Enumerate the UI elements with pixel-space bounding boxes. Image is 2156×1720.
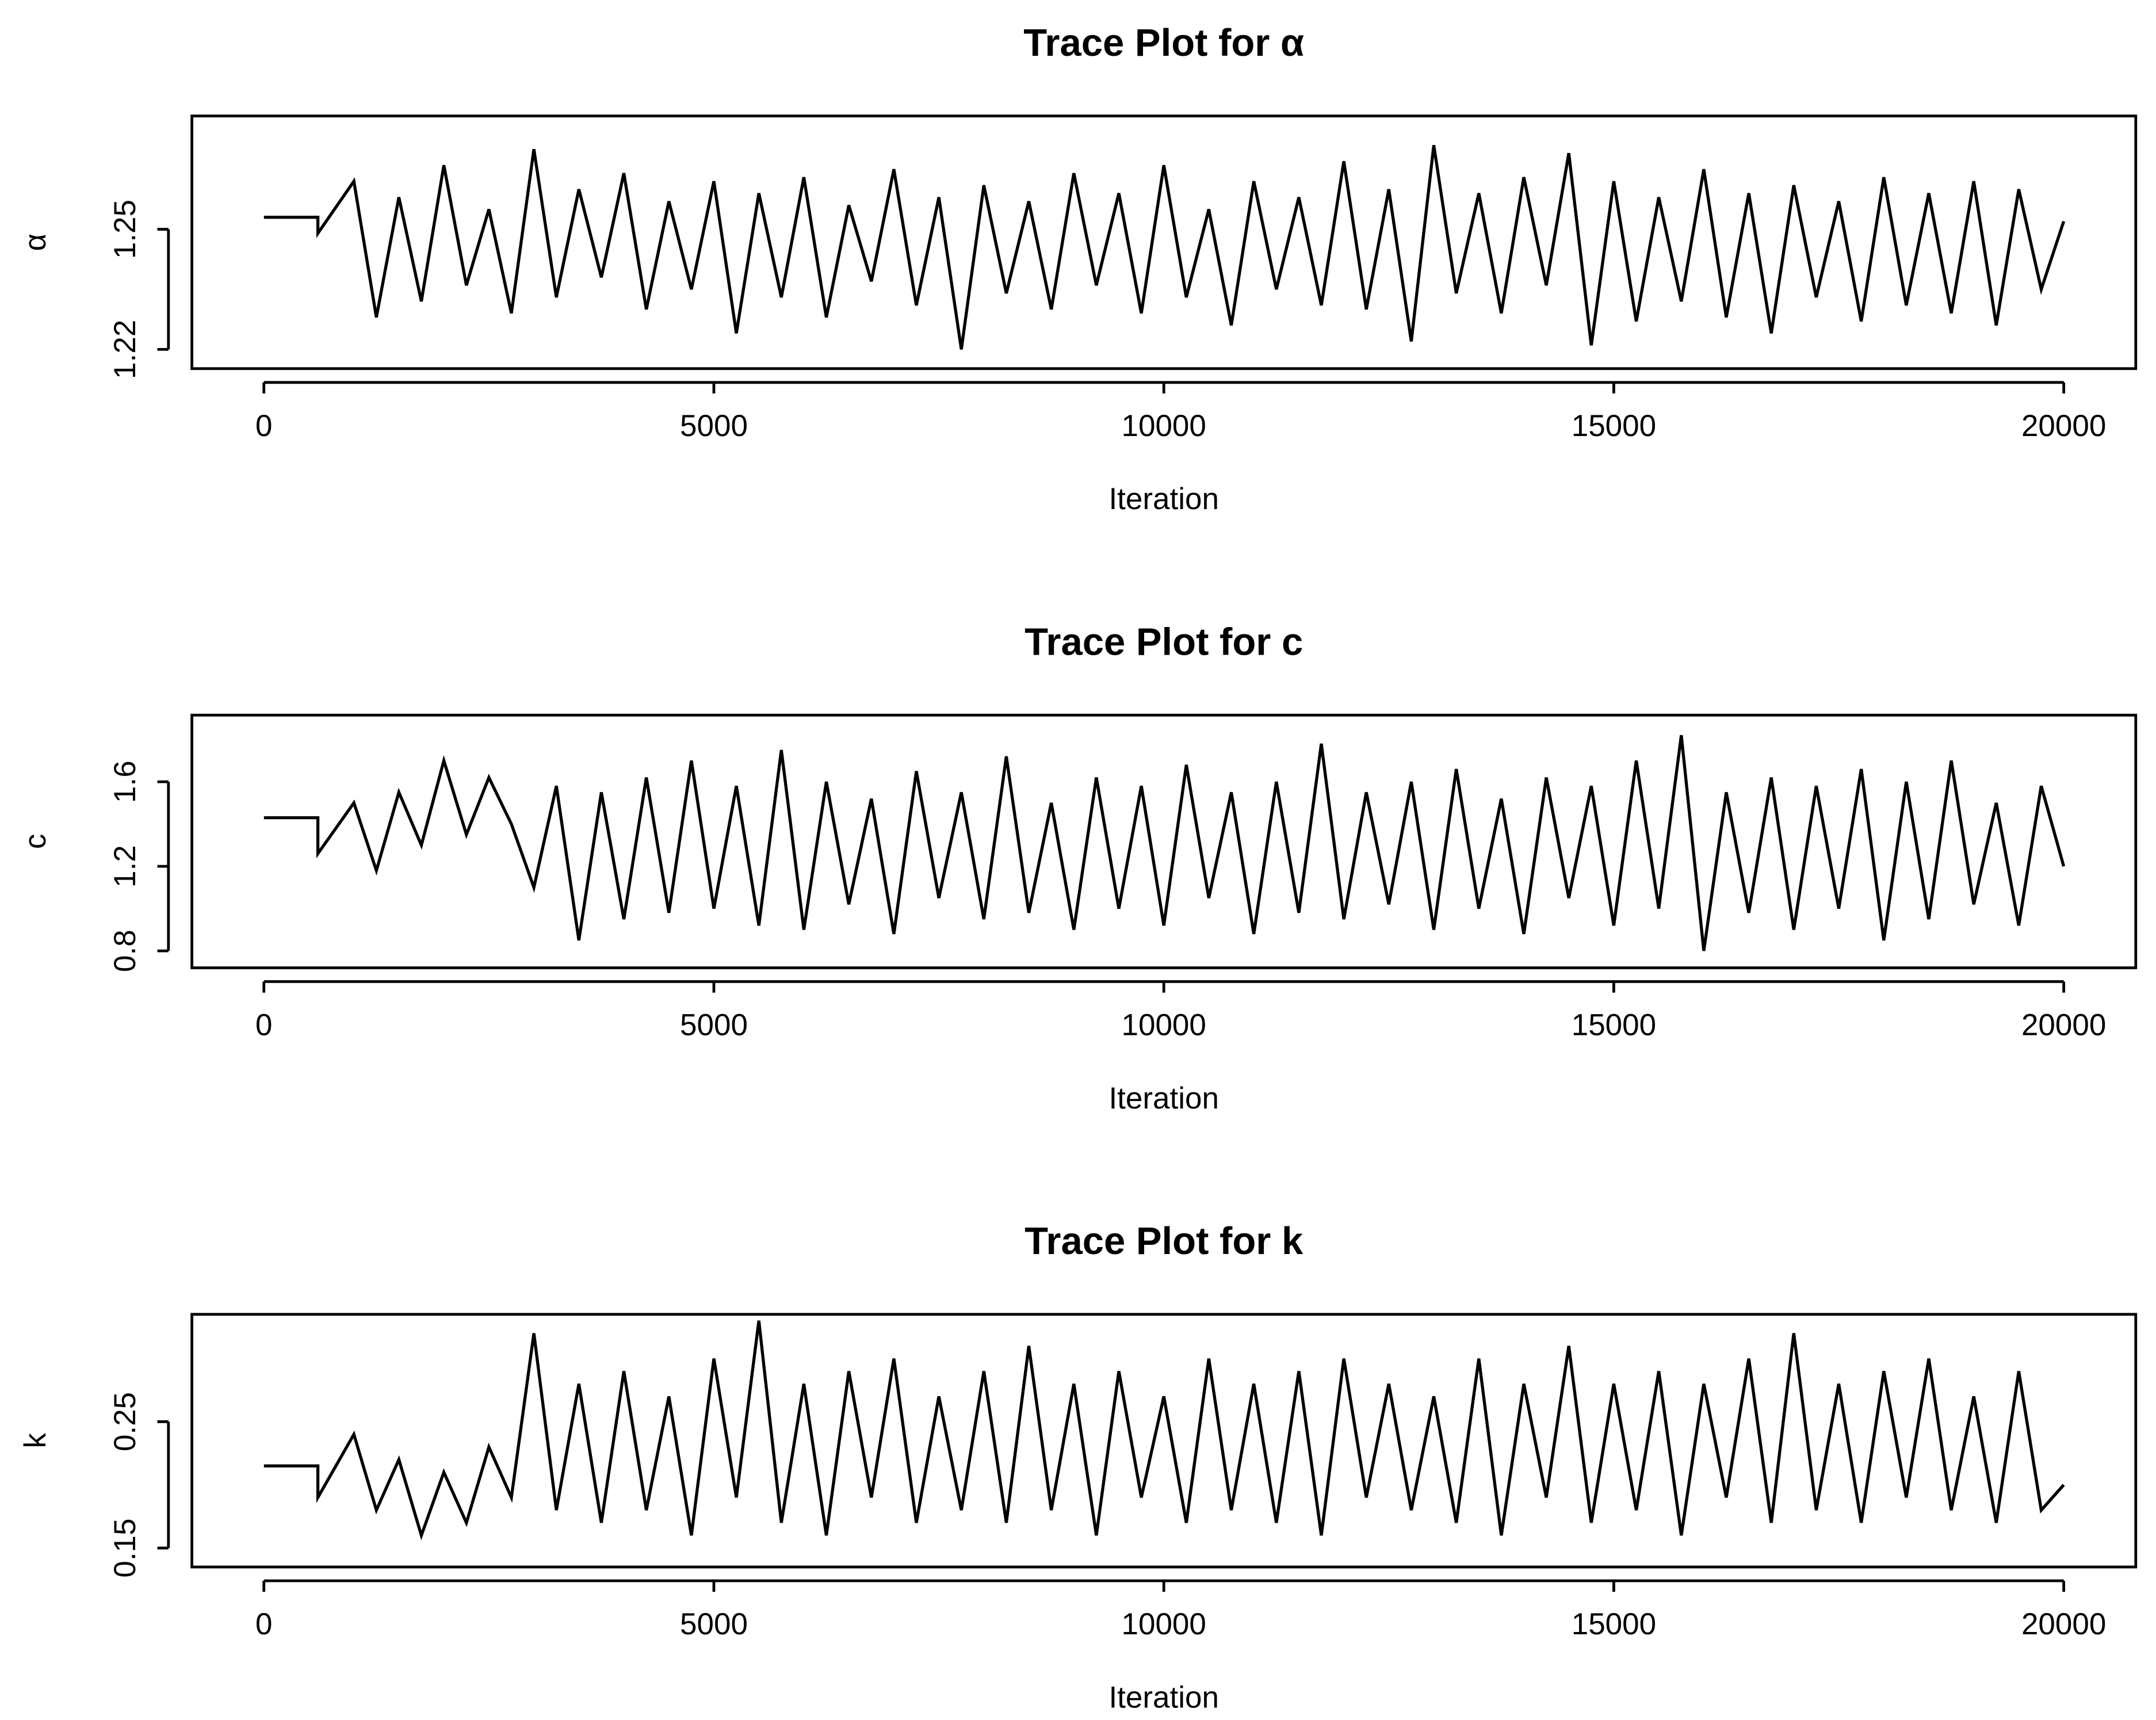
x-tick-label: 0 [255,409,272,443]
y-tick-label: 1.25 [108,200,142,259]
x-tick-label: 10000 [1122,1607,1206,1641]
x-tick-label: 5000 [680,409,748,443]
y-tick-label: 0.25 [108,1392,142,1451]
plot-frame [190,1313,2138,1569]
x-tick-label: 15000 [1572,1607,1656,1641]
x-tick-label: 20000 [2021,409,2106,443]
x-tick-label: 0 [255,1607,272,1641]
x-tick-label: 5000 [680,1607,748,1641]
x-tick-label: 15000 [1572,409,1656,443]
x-tick-label: 10000 [1122,1008,1206,1042]
x-tick-label: 20000 [2021,1008,2106,1042]
y-axis-label: c [18,834,52,850]
chart-title: Trace Plot for α [1023,21,1304,64]
y-axis-label: α [18,234,52,251]
y-axis-label: k [18,1433,52,1448]
chart-title: Trace Plot for k [1025,1220,1303,1263]
trace-line [263,145,2066,350]
x-axis-label: Iteration [1108,1680,1219,1714]
x-axis-label: Iteration [1108,1081,1219,1115]
x-tick-label: 0 [255,1008,272,1042]
y-tick-label: 0.15 [108,1518,142,1577]
x-tick-label: 10000 [1122,409,1206,443]
y-tick-label: 1.6 [108,760,142,803]
chart-title: Trace Plot for c [1025,621,1303,664]
y-tick-label: 1.2 [108,845,142,888]
trace-line [263,1320,2065,1541]
plot-frame [190,713,2138,969]
x-tick-label: 20000 [2021,1607,2106,1641]
x-tick-label: 5000 [680,1008,748,1042]
plot-frame [190,114,2138,370]
x-tick-label: 15000 [1572,1008,1656,1042]
y-tick-label: 1.22 [108,320,142,379]
y-tick-label: 0.8 [108,930,142,972]
x-axis-label: Iteration [1108,482,1219,516]
trace-line [263,735,2066,951]
